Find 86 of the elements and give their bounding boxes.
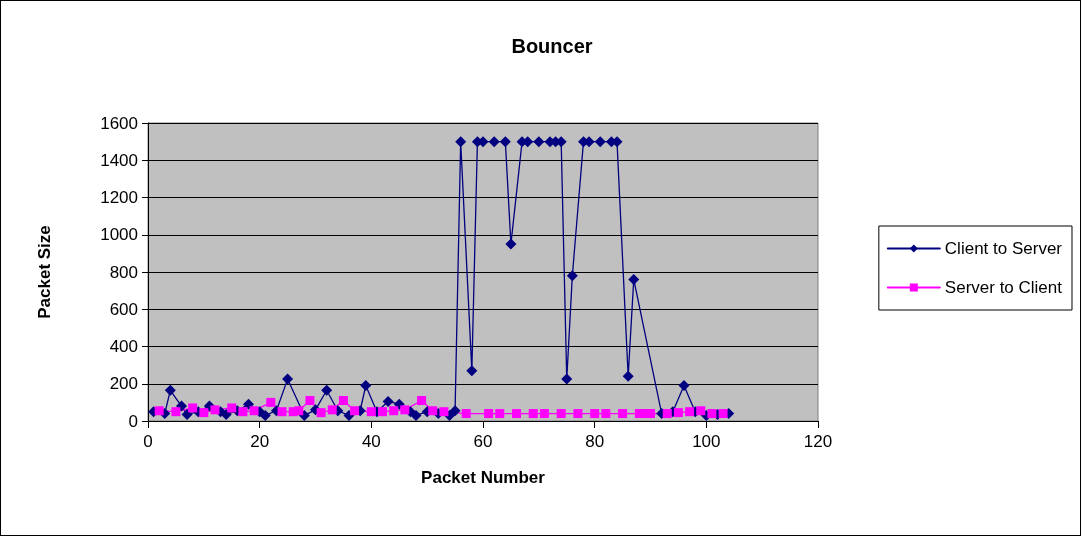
point [646, 409, 655, 419]
legend-label: Client to Server [944, 239, 1063, 258]
point [305, 396, 315, 406]
x-tick-label: 80 [585, 432, 605, 451]
x-tick-label: 40 [361, 432, 381, 451]
point [428, 406, 438, 416]
y-tick-label: 400 [109, 337, 138, 356]
point [199, 408, 209, 418]
point [378, 407, 387, 417]
point [499, 136, 511, 148]
point [210, 405, 220, 415]
point [321, 384, 333, 396]
point [282, 373, 294, 385]
point [622, 370, 634, 382]
point [238, 407, 248, 417]
point [154, 406, 164, 416]
point [410, 409, 422, 421]
x-tick-label: 20 [250, 432, 270, 451]
point [243, 398, 254, 410]
point [601, 409, 611, 419]
point [164, 384, 176, 396]
point [618, 409, 628, 419]
point [707, 409, 717, 419]
x-tick-label: 120 [803, 432, 833, 451]
point [400, 405, 410, 415]
point [188, 403, 198, 413]
point [685, 407, 695, 417]
point [449, 405, 461, 417]
y-tick-label: 0 [128, 411, 138, 431]
point [366, 407, 376, 417]
y-tick-label: 1200 [100, 188, 138, 207]
point [678, 380, 690, 392]
point [495, 409, 505, 419]
point [466, 365, 478, 377]
point [266, 397, 276, 407]
point [461, 409, 471, 419]
point [533, 136, 545, 148]
point [505, 238, 517, 250]
point [594, 136, 606, 148]
y-tick-label: 1600 [100, 113, 138, 133]
legend-label: Server to Client [944, 278, 1063, 297]
y-tick-label: 200 [109, 374, 138, 394]
y-tick-label: 600 [109, 299, 138, 319]
point [277, 407, 287, 417]
point [561, 373, 573, 385]
y-tick-label: 800 [109, 262, 138, 282]
point [539, 409, 549, 419]
point [566, 270, 578, 282]
point [338, 396, 348, 406]
point [360, 380, 372, 392]
point [181, 408, 193, 420]
x-tick-label: 0 [143, 432, 153, 451]
chart-title: Bouncer [511, 35, 593, 57]
point [488, 136, 500, 148]
y-axis-title: Packet Size [35, 225, 54, 319]
point [259, 409, 271, 421]
point [662, 409, 672, 419]
point [417, 396, 427, 406]
point [294, 406, 304, 416]
x-axis-title: Packet Number [421, 468, 546, 487]
point [455, 136, 467, 148]
point [528, 409, 538, 419]
y-tick-label: 1000 [100, 225, 138, 245]
point [350, 406, 360, 416]
point [227, 403, 237, 413]
point [484, 409, 494, 419]
point [389, 406, 399, 416]
point [590, 409, 600, 419]
point [628, 273, 640, 285]
point [573, 409, 583, 419]
point [512, 409, 521, 419]
point [696, 406, 706, 416]
point [556, 409, 566, 419]
point [327, 405, 337, 415]
point [382, 395, 394, 407]
point [249, 406, 259, 416]
point [439, 407, 449, 417]
x-tick-label: 60 [473, 432, 493, 451]
point [298, 409, 310, 421]
point [176, 400, 187, 412]
x-tick-label: 100 [692, 432, 721, 451]
point [718, 409, 728, 419]
point [171, 407, 181, 417]
point [673, 408, 683, 418]
y-tick-label: 1400 [100, 150, 138, 170]
point [316, 408, 326, 418]
